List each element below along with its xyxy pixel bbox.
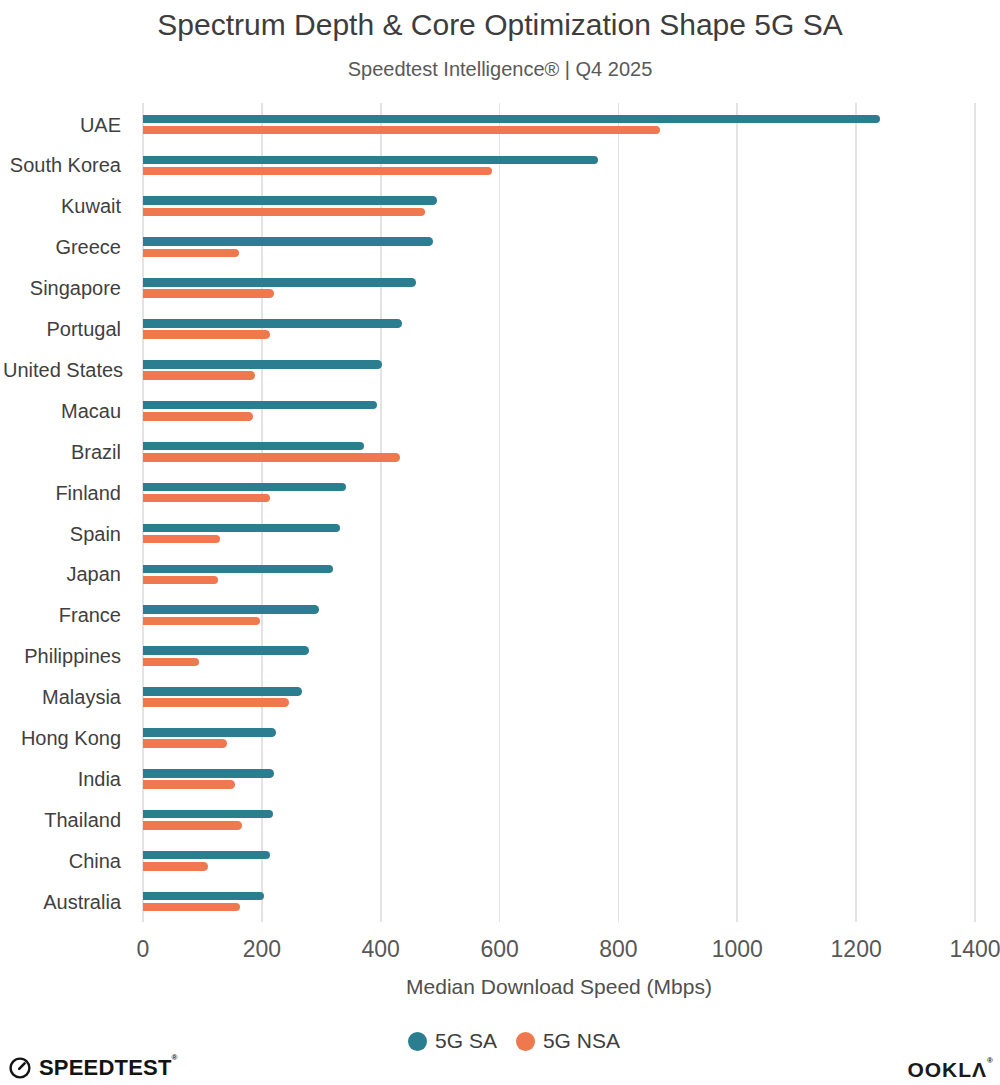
bar-5g-nsa xyxy=(143,821,242,830)
bar-5g-nsa xyxy=(143,289,274,298)
bar-5g-nsa xyxy=(143,617,260,626)
plot-area: 0200400600800100012001400UAESouth KoreaK… xyxy=(143,103,975,922)
footer: SPEEDTEST® OOKLΛ® xyxy=(0,1050,1000,1085)
gridline xyxy=(618,103,620,922)
bar-5g-nsa xyxy=(143,208,425,217)
bar-5g-sa xyxy=(143,442,364,451)
bar-5g-sa xyxy=(143,728,276,737)
bar-5g-sa xyxy=(143,851,270,860)
category-label: South Korea xyxy=(3,152,121,178)
category-label: Portugal xyxy=(3,316,121,342)
category-label: United States xyxy=(3,357,121,383)
chart-subtitle: Speedtest Intelligence® | Q4 2025 xyxy=(0,58,1000,81)
bar-5g-sa xyxy=(143,769,274,778)
bar-5g-nsa xyxy=(143,126,660,135)
bar-5g-sa xyxy=(143,156,598,165)
bar-5g-sa xyxy=(143,115,880,124)
bar-5g-sa xyxy=(143,565,333,574)
category-label: France xyxy=(3,602,121,628)
x-tick-label: 1000 xyxy=(687,936,787,963)
bar-5g-sa xyxy=(143,319,402,328)
category-label: Finland xyxy=(3,480,121,506)
legend-dot-5g-nsa xyxy=(516,1032,535,1051)
category-label: UAE xyxy=(3,112,121,138)
gridline xyxy=(142,103,144,922)
chart-title: Spectrum Depth & Core Optimization Shape… xyxy=(0,8,1000,42)
x-tick-label: 0 xyxy=(93,936,193,963)
gridline xyxy=(736,103,738,922)
gridline xyxy=(499,103,501,922)
bar-5g-sa xyxy=(143,278,416,287)
category-label: Japan xyxy=(3,561,121,587)
bar-5g-nsa xyxy=(143,494,270,503)
speedtest-logo-text: SPEEDTEST® xyxy=(39,1055,178,1081)
bar-5g-sa xyxy=(143,196,437,205)
bar-5g-sa xyxy=(143,605,319,614)
bar-5g-sa xyxy=(143,646,309,655)
bar-5g-nsa xyxy=(143,535,220,544)
x-tick-label: 800 xyxy=(568,936,668,963)
bar-5g-nsa xyxy=(143,862,208,871)
category-label: Australia xyxy=(3,889,121,915)
speedtest-logo: SPEEDTEST® xyxy=(8,1055,178,1081)
bar-5g-nsa xyxy=(143,658,199,667)
category-label: Spain xyxy=(3,521,121,547)
speedtest-gauge-icon xyxy=(8,1056,32,1080)
bar-5g-sa xyxy=(143,892,264,901)
x-tick-label: 600 xyxy=(450,936,550,963)
bar-5g-sa xyxy=(143,360,382,369)
bar-5g-nsa xyxy=(143,576,218,585)
category-label: Singapore xyxy=(3,275,121,301)
category-label: Hong Kong xyxy=(3,725,121,751)
bar-5g-sa xyxy=(143,810,273,819)
ookla-logo-text: OOKLΛ® xyxy=(907,1058,994,1082)
bar-5g-nsa xyxy=(143,903,240,912)
x-tick-label: 400 xyxy=(331,936,431,963)
category-label: Macau xyxy=(3,398,121,424)
x-tick-label: 1200 xyxy=(806,936,906,963)
x-tick-label: 200 xyxy=(212,936,312,963)
category-label: India xyxy=(3,766,121,792)
category-label: China xyxy=(3,848,121,874)
bar-5g-nsa xyxy=(143,780,235,789)
bar-5g-sa xyxy=(143,401,377,410)
bar-5g-nsa xyxy=(143,412,253,421)
gridline xyxy=(855,103,857,922)
bar-5g-sa xyxy=(143,524,340,533)
bar-5g-sa xyxy=(143,483,346,492)
bar-5g-nsa xyxy=(143,371,255,380)
gridline xyxy=(974,103,976,922)
gridline xyxy=(380,103,382,922)
category-label: Brazil xyxy=(3,439,121,465)
registered-mark: ® xyxy=(987,1056,994,1065)
category-label: Philippines xyxy=(3,643,121,669)
x-tick-label: 1400 xyxy=(925,936,1000,963)
bar-5g-nsa xyxy=(143,249,239,258)
category-label: Thailand xyxy=(3,807,121,833)
bar-5g-nsa xyxy=(143,698,289,707)
bar-5g-nsa xyxy=(143,453,400,462)
bar-5g-sa xyxy=(143,687,302,696)
bar-5g-nsa xyxy=(143,167,492,176)
legend-dot-5g-sa xyxy=(408,1032,427,1051)
chart-page: Spectrum Depth & Core Optimization Shape… xyxy=(0,0,1000,1085)
bar-5g-nsa xyxy=(143,330,270,339)
category-label: Greece xyxy=(3,234,121,260)
bar-5g-nsa xyxy=(143,739,227,748)
gridline xyxy=(261,103,263,922)
category-label: Malaysia xyxy=(3,684,121,710)
category-label: Kuwait xyxy=(3,193,121,219)
x-axis-title: Median Download Speed (Mbps) xyxy=(143,975,975,999)
bar-5g-sa xyxy=(143,237,433,246)
registered-mark: ® xyxy=(172,1053,178,1062)
